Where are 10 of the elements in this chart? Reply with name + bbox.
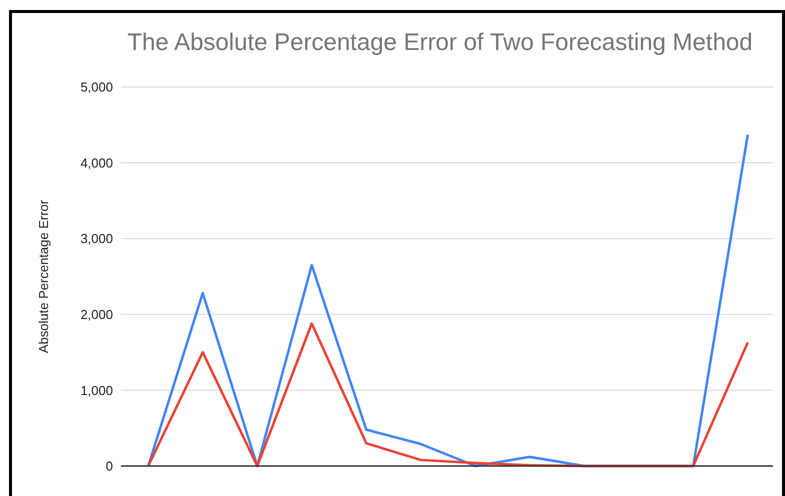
y-tick-label: 3,000	[80, 231, 113, 246]
y-axis-title: Absolute Percentage Error	[36, 199, 51, 354]
y-tick-label: 2,000	[80, 306, 113, 322]
y-tick-label: 0	[106, 458, 113, 474]
y-tick-label: 5,000	[80, 80, 113, 95]
y-tick-label: 4,000	[80, 155, 113, 170]
line-series	[147, 322, 749, 468]
y-tick-label: 1,000	[80, 382, 113, 398]
chart-title: The Absolute Percentage Error of Two Forecasting Method	[127, 29, 753, 56]
line-series	[147, 134, 749, 468]
